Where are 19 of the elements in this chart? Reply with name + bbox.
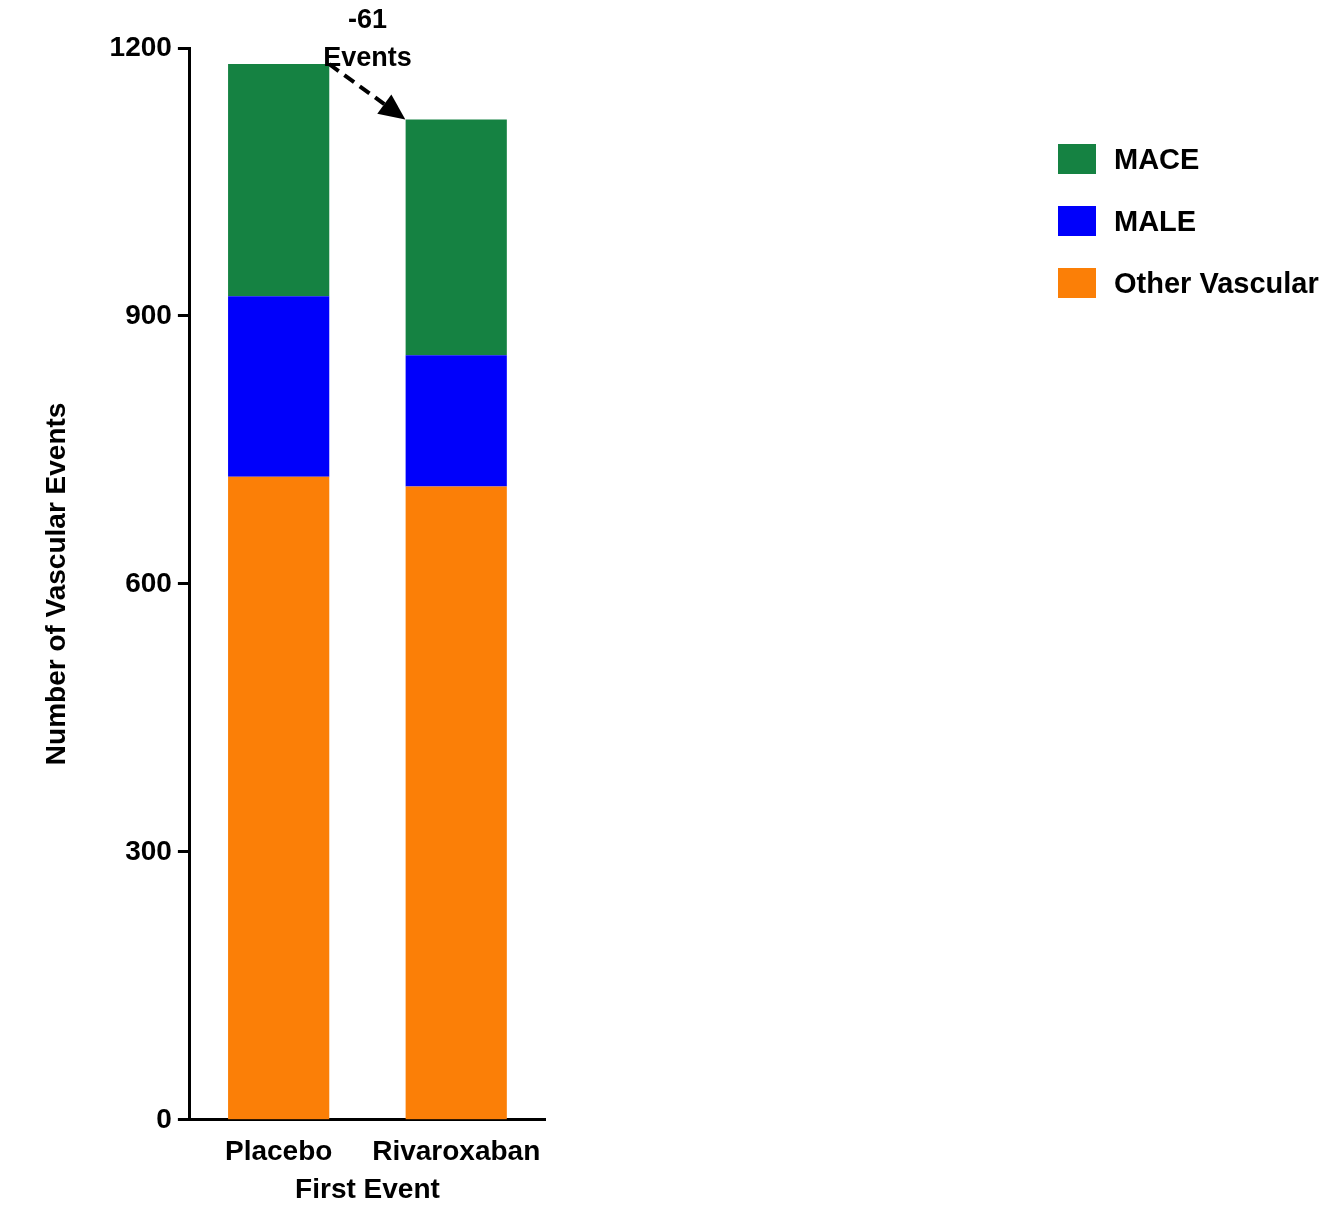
legend-label: MALE (1114, 204, 1197, 238)
bar (405, 355, 507, 487)
bar (405, 486, 507, 1120)
x-tick-label: Rivaroxaban (372, 1135, 541, 1167)
y-tick-label: 600 (125, 566, 172, 598)
legend-label: MACE (1114, 142, 1200, 176)
bar (228, 296, 330, 477)
y-tick-label: 300 (125, 834, 172, 866)
bar (405, 119, 507, 356)
annotation: -61 Events (323, 3, 412, 74)
y-tick-label: 0 (156, 1102, 172, 1134)
y-tick-label: 900 (125, 298, 172, 330)
x-axis-title: First Event (295, 1172, 440, 1204)
legend-label: Other Vascular (1114, 266, 1319, 300)
y-tick-label: 1200 (109, 30, 172, 62)
x-tick-label: Placebo (224, 1135, 333, 1167)
bar (228, 476, 330, 1120)
bar (228, 64, 330, 297)
y-axis-title: Number of Vascular Events (39, 402, 71, 766)
